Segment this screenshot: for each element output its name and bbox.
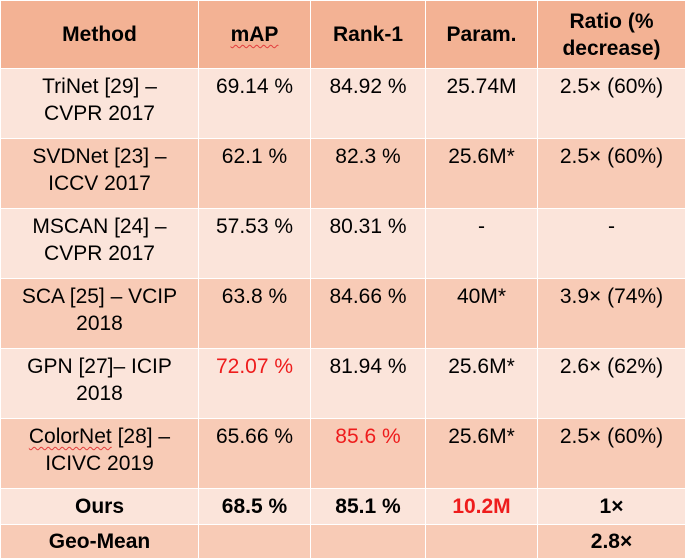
method-name: MSCAN [24] –: [32, 215, 166, 238]
header-ratio-line1: Ratio (%: [570, 10, 654, 33]
method-cell: Ours: [1, 489, 199, 525]
rank1-cell: 85.1 %: [311, 489, 426, 525]
ratio-cell: 3.9× (74%): [538, 279, 685, 349]
params-cell: 25.6M*: [426, 139, 538, 209]
table-row: TriNet [29] – CVPR 2017 69.14 % 84.92 % …: [1, 69, 685, 139]
ours-row: Ours 68.5 % 85.1 % 10.2M 1×: [1, 489, 685, 525]
method-venue: CVPR 2017: [44, 242, 155, 265]
method-cell: SCA [25] – VCIP 2018: [1, 279, 199, 349]
method-cell: Geo-Mean: [1, 525, 199, 559]
header-row: Method mAP Rank-1 Param. Ratio (% decrea…: [1, 1, 685, 69]
params-cell: 25.6M*: [426, 349, 538, 419]
header-ratio: Ratio (% decrease): [538, 1, 685, 69]
header-map: mAP: [199, 1, 311, 69]
map-cell: 72.07 %: [199, 349, 311, 419]
ratio-cell: 1×: [538, 489, 685, 525]
method-cell: MSCAN [24] – CVPR 2017: [1, 209, 199, 279]
map-cell: 57.53 %: [199, 209, 311, 279]
method-venue: 2018: [76, 382, 123, 405]
header-map-label: mAP: [231, 23, 279, 46]
method-cell: ColorNet [28] – ICIVC 2019: [1, 419, 199, 489]
ratio-cell: 2.8×: [538, 525, 685, 559]
ratio-cell: 2.5× (60%): [538, 69, 685, 139]
params-cell: 25.6M*: [426, 419, 538, 489]
method-name-rest: [28] –: [112, 425, 170, 448]
method-name: SVDNet [23] –: [32, 145, 166, 168]
params-cell: [426, 525, 538, 559]
header-params: Param.: [426, 1, 538, 69]
params-cell: -: [426, 209, 538, 279]
header-rank1: Rank-1: [311, 1, 426, 69]
map-cell: 63.8 %: [199, 279, 311, 349]
map-cell: 69.14 %: [199, 69, 311, 139]
ratio-cell: 2.5× (60%): [538, 139, 685, 209]
map-cell: 68.5 %: [199, 489, 311, 525]
best-map-value: 72.07 %: [216, 355, 293, 378]
method-cell: GPN [27]– ICIP 2018: [1, 349, 199, 419]
method-name: TriNet [29] –: [42, 75, 157, 98]
best-params-value: 10.2M: [452, 495, 510, 518]
map-cell: 62.1 %: [199, 139, 311, 209]
params-cell: 10.2M: [426, 489, 538, 525]
header-method: Method: [1, 1, 199, 69]
table-row: MSCAN [24] – CVPR 2017 57.53 % 80.31 % -…: [1, 209, 685, 279]
method-name-word: ColorNet: [29, 425, 112, 448]
params-cell: 40M*: [426, 279, 538, 349]
table-row: SCA [25] – VCIP 2018 63.8 % 84.66 % 40M*…: [1, 279, 685, 349]
header-ratio-line2: decrease): [562, 37, 660, 60]
params-cell: 25.74M: [426, 69, 538, 139]
method-cell: TriNet [29] – CVPR 2017: [1, 69, 199, 139]
method-venue: ICIVC 2019: [45, 452, 154, 475]
table-row: GPN [27]– ICIP 2018 72.07 % 81.94 % 25.6…: [1, 349, 685, 419]
table-row: ColorNet [28] – ICIVC 2019 65.66 % 85.6 …: [1, 419, 685, 489]
best-rank1-value: 85.6 %: [335, 425, 400, 448]
rank1-cell: 84.92 %: [311, 69, 426, 139]
ratio-cell: -: [538, 209, 685, 279]
rank1-cell: [311, 525, 426, 559]
method-venue: CVPR 2017: [44, 102, 155, 125]
ratio-cell: 2.6× (62%): [538, 349, 685, 419]
geo-mean-row: Geo-Mean 2.8×: [1, 525, 685, 559]
table-row: SVDNet [23] – ICCV 2017 62.1 % 82.3 % 25…: [1, 139, 685, 209]
rank1-cell: 80.31 %: [311, 209, 426, 279]
ratio-cell: 2.5× (60%): [538, 419, 685, 489]
map-cell: 65.66 %: [199, 419, 311, 489]
rank1-cell: 85.6 %: [311, 419, 426, 489]
method-venue: ICCV 2017: [48, 172, 151, 195]
rank1-cell: 82.3 %: [311, 139, 426, 209]
map-cell: [199, 525, 311, 559]
rank1-cell: 81.94 %: [311, 349, 426, 419]
rank1-cell: 84.66 %: [311, 279, 426, 349]
method-name: GPN [27]– ICIP: [27, 355, 172, 378]
method-name: SCA [25] – VCIP: [22, 285, 177, 308]
method-cell: SVDNet [23] – ICCV 2017: [1, 139, 199, 209]
method-venue: 2018: [76, 312, 123, 335]
